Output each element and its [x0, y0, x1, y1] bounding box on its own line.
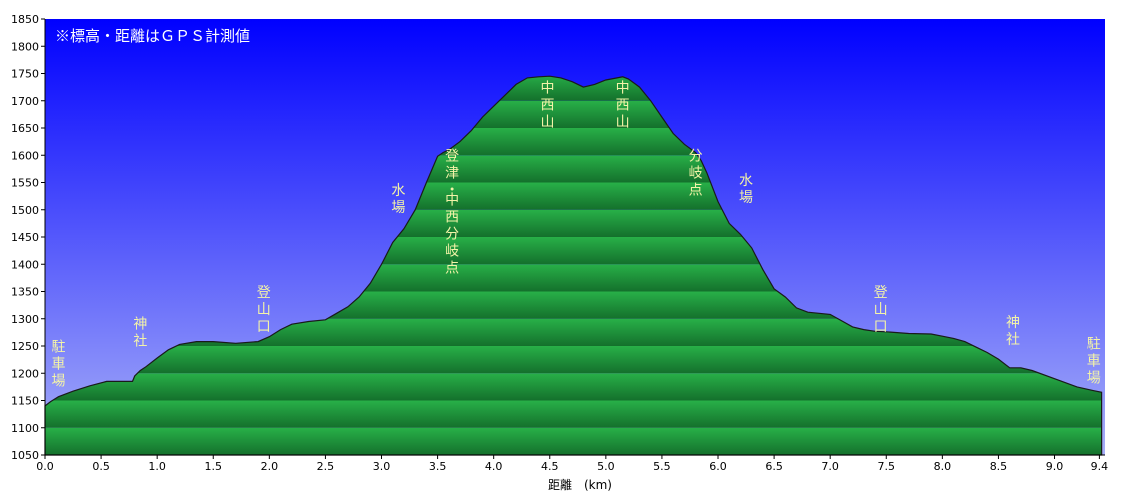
waypoint-label-char: 場	[391, 200, 405, 216]
waypoint-label-char: 中	[616, 81, 630, 97]
x-axis-label: 距離 (km)	[548, 478, 612, 492]
terrain-band	[45, 373, 1102, 401]
waypoint-label-char: 場	[739, 190, 753, 206]
y-tick-label: 1800	[11, 40, 39, 53]
y-tick-label: 1850	[11, 13, 39, 26]
y-tick-label: 1500	[11, 204, 39, 217]
y-tick-label: 1700	[11, 95, 39, 108]
x-tick-label: 6.0	[709, 460, 727, 473]
terrain-outline	[44, 75, 1103, 456]
waypoint-label-char: 西	[541, 98, 555, 114]
x-tick-label: 2.5	[317, 460, 335, 473]
waypoint-label-char: 西	[445, 210, 459, 226]
waypoint-label-char: 社	[1006, 332, 1020, 348]
waypoint-label-char: 駐	[1087, 337, 1101, 353]
x-tick-label: 0.5	[92, 460, 110, 473]
waypoint-label-char: 社	[133, 334, 147, 350]
x-tick-label: 1.0	[148, 460, 166, 473]
x-tick-label: 3.0	[373, 460, 391, 473]
waypoint-label-char: 場	[1087, 371, 1101, 387]
x-tick-label: 2.0	[261, 460, 279, 473]
y-axis-ticks: 1050 1100 1150 1200 1250 1300 1350 1400 1450 1500…	[11, 13, 1105, 462]
x-tick-label: 8.0	[934, 460, 952, 473]
waypoint-label: 登山口	[874, 285, 888, 335]
waypoint-label: 水場	[739, 173, 753, 206]
x-tick-label: 4.0	[485, 460, 503, 473]
waypoint-label-char: 山	[616, 115, 630, 131]
y-tick-label: 1550	[11, 177, 39, 190]
terrain-band	[45, 400, 1102, 428]
waypoint-label-char: 駐	[51, 339, 65, 355]
waypoint-label-char: 口	[257, 319, 271, 335]
waypoint-label-char: 点	[445, 261, 459, 277]
waypoint-label-char: 登	[874, 285, 888, 301]
elevation-line	[44, 75, 1103, 456]
y-tick-label: 1600	[11, 149, 39, 162]
waypoint-label: 神社	[1006, 315, 1020, 348]
y-tick-label: 1750	[11, 68, 39, 81]
y-tick-label: 1450	[11, 231, 39, 244]
waypoint-label-char: 神	[133, 317, 147, 333]
x-tick-label: 5.0	[597, 460, 615, 473]
waypoint-label-char: 中	[541, 81, 555, 97]
waypoint-label-char: 場	[51, 373, 65, 389]
waypoint-label: 駐車場	[1087, 337, 1101, 387]
waypoint-label-char: 口	[874, 319, 888, 335]
waypoint-label-char: 登	[257, 285, 271, 301]
waypoint-label-char: 車	[1087, 353, 1101, 370]
y-tick-label: 1050	[11, 449, 39, 462]
waypoint-label-char: 中	[445, 193, 459, 209]
waypoint-label-char: 水	[739, 173, 753, 189]
waypoint-label-char: 山	[541, 115, 555, 131]
x-tick-label: 6.5	[765, 460, 783, 473]
x-tick-label: 4.5	[541, 460, 559, 473]
waypoint-label-char: 分	[445, 227, 459, 243]
waypoint-label-char: 山	[874, 302, 888, 318]
waypoint-label: 中西山	[541, 81, 555, 131]
waypoint-label-char: ・	[445, 183, 459, 199]
y-tick-label: 1300	[11, 313, 39, 326]
terrain-band	[45, 427, 1102, 455]
waypoint-label-char: 車	[51, 355, 65, 372]
x-tick-label: 8.5	[990, 460, 1008, 473]
waypoint-label-char: 登	[445, 149, 459, 165]
waypoint-label-char: 西	[616, 98, 630, 114]
x-tick-label: 9.4	[1091, 460, 1109, 473]
x-tick-label: 7.5	[878, 460, 896, 473]
waypoint-label: 中西山	[616, 81, 630, 131]
y-tick-label: 1100	[11, 422, 39, 435]
waypoint-label: 駐車場	[51, 339, 65, 389]
chart-note: ※標高・距離はＧＰＳ計測値	[55, 27, 250, 45]
x-tick-label: 0.0	[36, 460, 54, 473]
x-tick-label: 7.0	[821, 460, 839, 473]
waypoint-label-char: 分	[689, 149, 703, 165]
waypoint-label-char: 点	[689, 183, 703, 199]
y-tick-label: 1650	[11, 122, 39, 135]
terrain-band	[45, 346, 1102, 374]
x-tick-label: 1.5	[205, 460, 223, 473]
x-tick-label: 3.5	[429, 460, 447, 473]
y-tick-label: 1200	[11, 367, 39, 380]
y-tick-label: 1150	[11, 395, 39, 408]
y-tick-label: 1350	[11, 286, 39, 299]
waypoint-label: 分岐点	[689, 149, 703, 199]
waypoint-label-char: 山	[257, 302, 271, 318]
waypoint-label-char: 津	[445, 166, 459, 182]
waypoint-label: 水場	[391, 183, 405, 216]
waypoint-label-char: 神	[1006, 315, 1020, 331]
x-tick-label: 9.0	[1046, 460, 1064, 473]
y-tick-label: 1400	[11, 258, 39, 271]
waypoint-label-char: 水	[391, 183, 405, 199]
waypoint-label-char: 岐	[689, 166, 703, 182]
waypoint-label: 神社	[133, 317, 147, 350]
y-tick-label: 1250	[11, 340, 39, 353]
waypoint-label-char: 岐	[445, 244, 459, 260]
x-axis-ticks: 0.0 0.5 1.0 1.5 2.0 2.5 3.0 3.5 4.0 4.5 5.0 5.5 6.0 6…	[36, 455, 1108, 473]
x-tick-label: 5.5	[653, 460, 671, 473]
waypoint-label: 登山口	[257, 285, 271, 335]
